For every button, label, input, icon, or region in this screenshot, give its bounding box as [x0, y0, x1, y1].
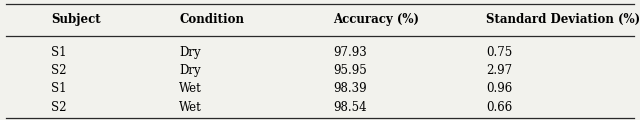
- Text: 95.95: 95.95: [333, 64, 367, 77]
- Text: 0.75: 0.75: [486, 46, 513, 59]
- Text: Dry: Dry: [179, 46, 201, 59]
- Text: S2: S2: [51, 64, 67, 77]
- Text: Wet: Wet: [179, 101, 202, 114]
- Text: 98.54: 98.54: [333, 101, 367, 114]
- Text: 0.66: 0.66: [486, 101, 513, 114]
- Text: S1: S1: [51, 82, 67, 95]
- Text: Dry: Dry: [179, 64, 201, 77]
- Text: 0.96: 0.96: [486, 82, 513, 95]
- Text: 2.97: 2.97: [486, 64, 513, 77]
- Text: Condition: Condition: [179, 13, 244, 26]
- Text: Standard Deviation (%): Standard Deviation (%): [486, 13, 640, 26]
- Text: S2: S2: [51, 101, 67, 114]
- Text: Subject: Subject: [51, 13, 101, 26]
- Text: 97.93: 97.93: [333, 46, 367, 59]
- Text: 98.39: 98.39: [333, 82, 367, 95]
- Text: S1: S1: [51, 46, 67, 59]
- Text: Wet: Wet: [179, 82, 202, 95]
- Text: Accuracy (%): Accuracy (%): [333, 13, 419, 26]
